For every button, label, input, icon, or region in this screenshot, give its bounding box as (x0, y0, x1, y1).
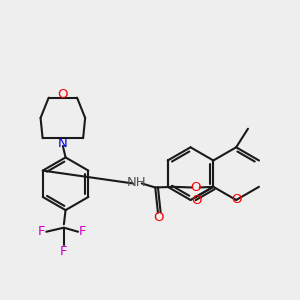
Text: O: O (231, 193, 242, 206)
Text: O: O (58, 88, 68, 101)
Text: N: N (58, 137, 68, 150)
Text: F: F (38, 225, 45, 238)
Text: NH: NH (127, 176, 147, 189)
Text: O: O (153, 212, 164, 224)
Text: F: F (60, 245, 68, 258)
Text: F: F (79, 225, 86, 238)
Text: O: O (190, 181, 201, 194)
Text: O: O (191, 194, 201, 207)
